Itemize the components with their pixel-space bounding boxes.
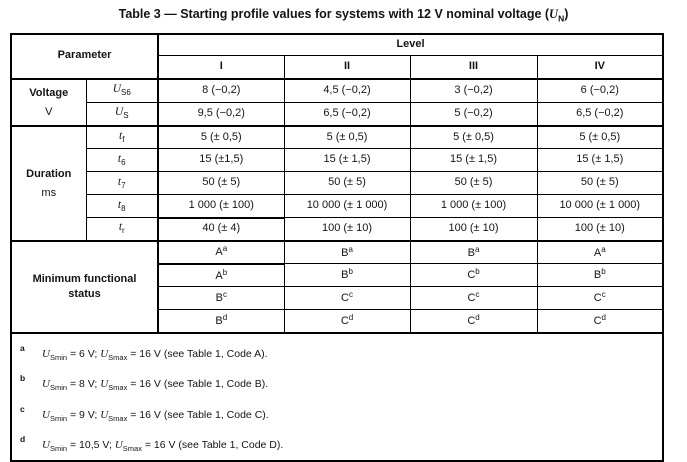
table-row-duration-t6: t6 15 (±1,5) 15 (± 1,5) 15 (± 1,5) 15 (±…: [11, 148, 664, 172]
table-title: Table 3 — Starting profile values for sy…: [0, 0, 687, 27]
symbol-cell-us: US: [85, 102, 160, 127]
value-cell: 15 (± 1,5): [409, 148, 538, 172]
footnote-marker: b: [20, 373, 26, 384]
footnote-marker: c: [20, 403, 25, 414]
table-title-suffix: ): [564, 7, 569, 21]
value-cell: 8 (−0,2): [157, 78, 285, 103]
footnotes-box: a USmin = 6 V; USmax = 16 V (see Table 1,…: [10, 331, 664, 462]
symbol-cell-us6: US6: [85, 78, 160, 103]
value-cell: 5 (± 0,5): [157, 125, 285, 149]
status-cell: Bb: [536, 263, 664, 287]
status-cell: Bd: [157, 309, 285, 334]
symbol-cell-t7: t7: [85, 171, 160, 195]
status-cell: Cb: [409, 263, 538, 287]
value-cell: 15 (± 1,5): [536, 148, 664, 172]
footnote-marker: a: [20, 342, 25, 353]
footnote-text: USmin = 9 V; USmax = 16 V (see Table 1, …: [42, 408, 269, 423]
footnote-c: c USmin = 9 V; USmax = 16 V (see Table 1,…: [16, 399, 658, 430]
status-cell: Cc: [283, 286, 411, 310]
footnote-a: a USmin = 6 V; USmax = 16 V (see Table 1,…: [16, 338, 658, 369]
status-cell: Cd: [283, 309, 411, 334]
footnote-marker: d: [20, 434, 26, 445]
table-row-voltage-us: US 9,5 (−0,2) 6,5 (−0,2) 5 (−0,2) 6,5 (−…: [11, 102, 664, 127]
value-cell: 5 (± 0,5): [283, 125, 411, 149]
nominal-voltage-symbol: U: [549, 7, 559, 21]
status-group-cell: Minimum functional status: [10, 240, 160, 334]
value-cell: 3 (−0,2): [409, 78, 538, 103]
table-row-duration-t8: t8 1 000 (± 100) 10 000 (± 1 000) 1 000 …: [11, 194, 664, 219]
table-title-text: Table 3 — Starting profile values for sy…: [118, 7, 550, 21]
value-cell: 15 (± 1,5): [283, 148, 411, 172]
symbol-cell-t8: t8: [85, 194, 160, 218]
value-cell: 5 (± 0,5): [536, 125, 664, 149]
status-cell: Cc: [536, 286, 664, 310]
footnote-d: d USmin = 10,5 V; USmax = 16 V (see Table…: [16, 429, 658, 460]
value-cell: 4,5 (−0,2): [283, 78, 411, 103]
duration-group-cell: Duration ms: [10, 125, 87, 242]
status-cell: Cd: [409, 309, 538, 334]
footnote-text: USmin = 10,5 V; USmax = 16 V (see Table …: [42, 439, 284, 454]
status-group-label: Minimum functional status: [32, 272, 137, 300]
footnotes-row: a USmin = 6 V; USmax = 16 V (see Table 1,…: [10, 331, 664, 462]
voltage-group-cell: Voltage V: [10, 78, 87, 127]
status-cell: Ab: [157, 263, 285, 287]
value-cell: 6,5 (−0,2): [536, 102, 664, 127]
value-cell: 10 000 (± 1 000): [536, 194, 664, 218]
table-row-duration-tr: tr 40 (± 4) 100 (± 10) 100 (± 10) 100 (±…: [11, 217, 664, 242]
value-cell: 1 000 (± 100): [409, 194, 538, 218]
value-cell: 5 (± 0,5): [409, 125, 538, 149]
header-row-columns: I II III IV: [11, 55, 664, 80]
table-row-status-4: Bd Cd Cd Cd: [11, 309, 664, 334]
value-cell: 6 (−0,2): [536, 78, 664, 103]
level-column-header-4: IV: [536, 55, 664, 80]
status-cell: Aa: [157, 240, 285, 265]
table-row-status-2: Ab Bb Cb Bb: [11, 263, 664, 287]
status-cell: Cd: [536, 309, 664, 334]
value-cell: 50 (± 5): [283, 171, 411, 195]
voltage-group-label: Voltage: [29, 87, 69, 99]
value-cell: 100 (± 10): [409, 217, 538, 242]
table-row-voltage-us6: Voltage V US6 8 (−0,2) 4,5 (−0,2) 3 (−0,…: [10, 78, 664, 127]
value-cell: 6,5 (−0,2): [283, 102, 411, 127]
level-column-header-3: III: [409, 55, 538, 80]
status-cell: Aa: [536, 240, 664, 264]
table-row-duration-t7: t7 50 (± 5) 50 (± 5) 50 (± 5) 50 (± 5): [11, 171, 664, 195]
status-cell: Bb: [283, 263, 411, 287]
symbol-cell-tf: tf: [85, 125, 160, 149]
status-cell: Bc: [157, 286, 285, 310]
table-row-duration-tf: Duration ms tf 5 (± 0,5) 5 (± 0,5) 5 (± …: [10, 125, 664, 242]
value-cell: 10 000 (± 1 000): [283, 194, 411, 218]
value-cell: 50 (± 5): [157, 171, 285, 195]
footnote-b: b USmin = 8 V; USmax = 16 V (see Table 1,…: [16, 368, 658, 399]
status-cell: Cc: [409, 286, 538, 310]
duration-group-label: Duration: [26, 168, 72, 180]
value-cell: 40 (± 4): [157, 217, 285, 242]
value-cell: 15 (±1,5): [157, 148, 285, 172]
nominal-voltage-symbol-sub: N: [558, 13, 565, 24]
value-cell: 100 (± 10): [536, 217, 664, 242]
footnote-text: USmin = 8 V; USmax = 16 V (see Table 1, …: [42, 378, 269, 393]
value-cell: 9,5 (−0,2): [157, 102, 285, 127]
starting-profile-table: Parameter Level I II III IV Voltage V US…: [10, 32, 665, 462]
table-row-status-1: Minimum functional status Aa Ba Ba Aa: [10, 240, 664, 334]
status-cell: Ba: [409, 240, 538, 264]
value-cell: 5 (−0,2): [409, 102, 538, 127]
level-column-header-1: I: [157, 55, 285, 80]
level-column-header-2: II: [283, 55, 411, 80]
header-row-level: Parameter Level: [10, 33, 664, 80]
value-cell: 50 (± 5): [409, 171, 538, 195]
voltage-group-unit: V: [45, 106, 53, 118]
duration-group-unit: ms: [41, 187, 57, 199]
symbol-cell-t6: t6: [85, 148, 160, 172]
symbol-cell-tr: tr: [85, 217, 160, 242]
status-cell: Ba: [283, 240, 411, 264]
value-cell: 100 (± 10): [283, 217, 411, 242]
value-cell: 1 000 (± 100): [157, 194, 285, 219]
header-cell-parameter: Parameter: [10, 33, 160, 80]
value-cell: 50 (± 5): [536, 171, 664, 195]
footnote-text: USmin = 6 V; USmax = 16 V (see Table 1, …: [42, 347, 268, 362]
header-cell-level: Level: [157, 33, 664, 56]
